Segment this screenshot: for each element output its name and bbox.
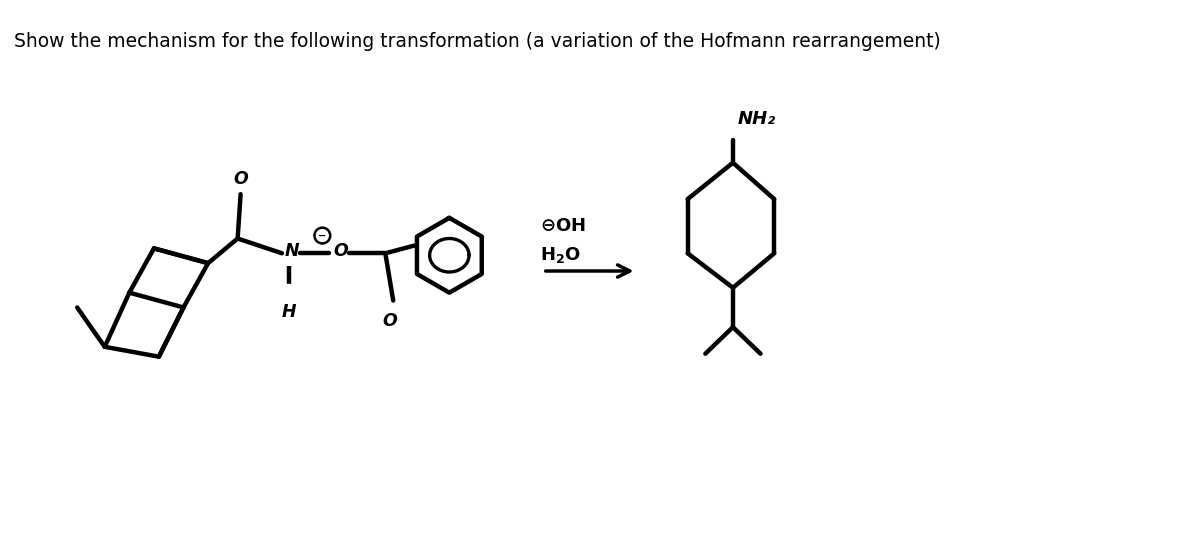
Text: N: N: [284, 242, 300, 260]
Text: H$_\mathbf{2}$O: H$_\mathbf{2}$O: [540, 245, 581, 265]
Text: O: O: [233, 171, 248, 188]
Text: NH₂: NH₂: [738, 110, 776, 128]
Text: Show the mechanism for the following transformation (a variation of the Hofmann : Show the mechanism for the following tra…: [14, 31, 941, 50]
Text: H: H: [282, 302, 296, 320]
Text: O: O: [334, 242, 348, 260]
Text: O: O: [382, 312, 397, 330]
Text: $\mathbf{\ominus}$OH: $\mathbf{\ominus}$OH: [540, 217, 586, 235]
Text: −: −: [318, 231, 326, 241]
